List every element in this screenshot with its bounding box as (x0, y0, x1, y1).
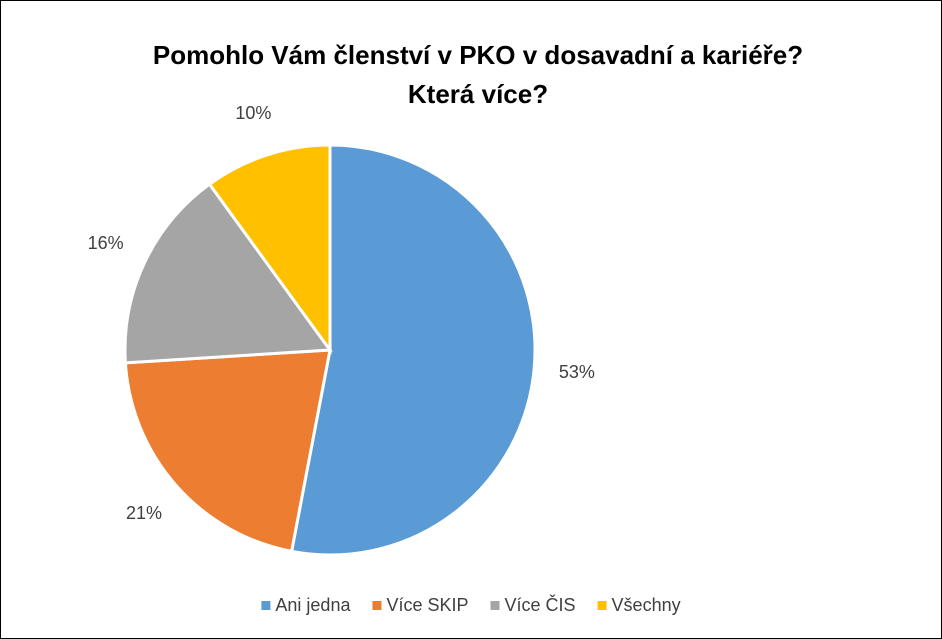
pie-slice (207, 143, 332, 355)
data-label: 53% (559, 362, 595, 382)
legend-label: Více ČIS (505, 594, 576, 615)
pie-slice (123, 182, 333, 365)
data-label: 16% (88, 233, 124, 253)
data-label: 21% (126, 503, 162, 523)
pie-slice (289, 143, 537, 557)
legend-swatch (597, 601, 607, 610)
data-label: 10% (235, 103, 271, 123)
chart-title: Pomohlo Vám členství v PKO v dosavadní a… (153, 40, 803, 70)
chart-title: Která více? (408, 79, 548, 109)
legend-swatch (490, 601, 500, 610)
legend-label: Ani jedna (275, 595, 351, 615)
legend-label: Více SKIP (386, 595, 468, 615)
legend-swatch (372, 601, 382, 610)
legend-label: Všechny (612, 595, 681, 615)
legend-swatch (261, 601, 271, 610)
pie-slice (123, 348, 332, 554)
